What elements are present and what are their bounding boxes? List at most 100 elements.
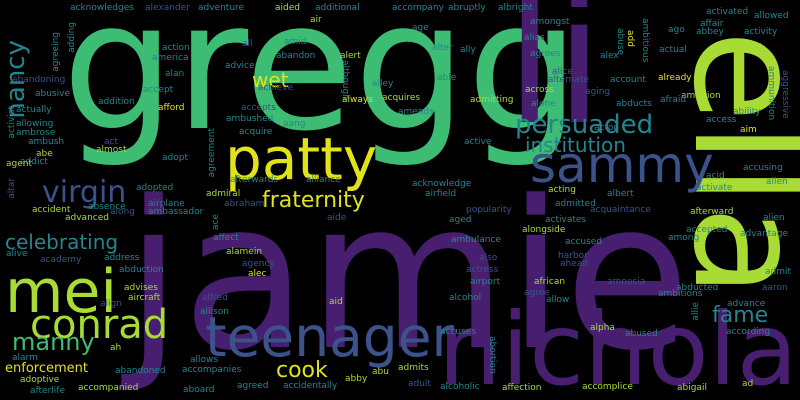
word-actor: actor [594,123,618,133]
word-persuaded: persuaded [515,110,654,140]
word-alcoholic: alcoholic [440,382,480,392]
word-ammunition: ammunition [766,66,776,121]
word-advice: advice [225,61,255,71]
word-afford: afford [158,103,185,113]
word-already: already [658,73,692,83]
word-alliance: alliance [306,175,341,185]
word-acquires: acquires [382,93,421,103]
word-abusive: abusive [35,89,70,99]
word-wet: wet [252,68,289,92]
word-admit: admit [765,267,792,277]
word-altar: altar [7,178,17,199]
word-teenager: teenager [205,305,455,369]
word-albert: albert [607,189,634,199]
word-advance: advance [727,299,766,309]
word-ad: ad [742,379,754,389]
word-alpha: alpha [590,323,615,333]
word-accident: accident [32,205,71,215]
word-accompanies: accompanies [182,365,242,375]
word-accuses: accuses [440,327,477,337]
word-abducted: abducted [676,283,719,293]
word-agency: agency [242,259,275,269]
word-abraham: abraham [224,199,265,209]
word-abbey: abbey [696,27,724,37]
word-afraid: afraid [660,95,687,105]
word-advanced: advanced [65,213,109,223]
word-ah: ah [110,343,122,353]
word-america: america [152,53,189,63]
word-activated: activated [706,7,749,17]
word-account: account [610,75,646,85]
word-align: align [100,299,122,309]
word-accepted: accepted [686,225,728,235]
word-afterlife: afterlife [30,386,65,396]
word-action: action [162,43,190,53]
word-abuse: abuse [615,28,625,56]
word-ambushed: ambushed [226,114,274,124]
word-alongside: alongside [522,225,566,235]
word-fame: fame [712,303,769,328]
word-li: li [505,0,604,164]
word-add: add [625,30,635,47]
word-accidentally: accidentally [283,381,338,391]
word-aftermath: aftermath [720,43,765,53]
word-acquire: acquire [239,127,273,137]
word-manny: manny [12,328,95,356]
word-affect: affect [213,233,239,243]
word-african: african [534,277,566,287]
word-aging: aging [585,87,611,97]
word-affair: affair [700,19,724,29]
word-alan: alan [165,69,185,79]
word-accused: accused [565,237,603,247]
word-absence: absence [88,202,126,212]
word-age: age [412,23,429,33]
word-achieve: achieve [258,83,294,93]
word-ambulance: ambulance [451,235,501,245]
word-adopted: adopted [136,183,174,193]
word-across: across [525,85,554,95]
word-abu: abu [372,367,389,377]
word-abe: abe [36,149,53,159]
word-acid: acid [706,171,725,181]
word-allowing: allowing [16,119,54,129]
word-accompany: accompany [392,3,444,13]
word-alley: alley [372,79,394,89]
word-popularity: popularity [466,205,512,215]
word-harbor: harbor [558,251,588,261]
word-ambrose: ambrose [16,128,56,138]
word-aided: aided [275,3,300,13]
word-access: access [706,115,737,125]
word-conrad: conrad [30,302,169,348]
word-also: also [479,253,498,263]
word-alice: alice [552,67,574,77]
word-alex: alex [600,51,619,61]
word-ella: ella [660,30,800,298]
word-admitted: admitted [555,199,596,209]
word-ago: ago [668,25,685,35]
word-activity: activity [744,27,778,37]
word-allison: allison [200,307,229,317]
word-agree: agree [524,288,550,298]
word-alec: alec [248,269,267,279]
word-ambitious: ambitious [640,18,650,63]
word-affection: affection [502,383,542,393]
word-activate: activate [696,183,733,193]
word-alcohol: alcohol [449,293,482,303]
word-abandoning: abandoning [12,75,66,85]
word-accept: accept [143,85,174,95]
word-allie: allie [691,302,701,321]
word-admits: admits [398,363,429,373]
word-accompanied: accompanied [78,383,139,393]
word-accusing: accusing [743,163,783,173]
word-abused: abused [625,329,658,339]
word-abandon: abandon [276,51,316,61]
word-cook: cook [276,358,328,383]
word-actress: actress [466,265,499,275]
word-ambassador: ambassador [148,207,204,217]
word-jamie: jamie [125,158,691,396]
word-acknowledges: acknowledges [70,3,134,13]
word-abigail: abigail [677,383,707,393]
word-ace: ace [211,214,221,231]
word-abducts: abducts [616,99,652,109]
word-amends: amends [398,107,434,117]
